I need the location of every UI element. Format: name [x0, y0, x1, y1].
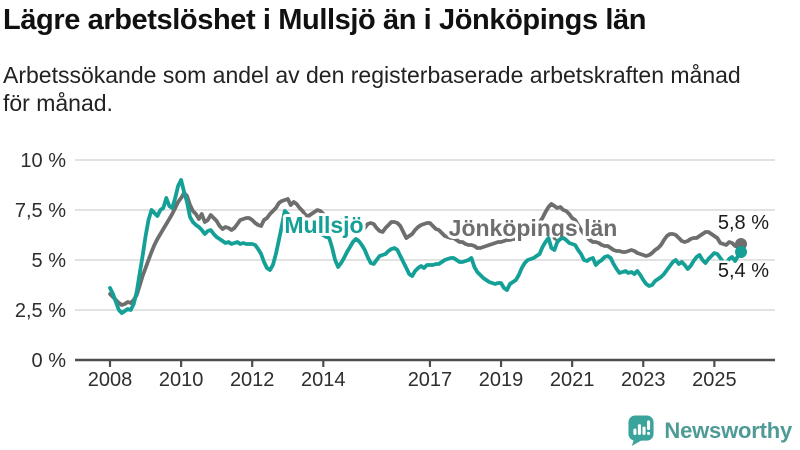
brand-name: Newsworthy — [664, 417, 792, 443]
y-tick-label: 10 % — [20, 150, 66, 172]
end-value-label-mullsjo: 5,4 % — [718, 260, 769, 282]
series-line-mullsjo — [108, 178, 743, 315]
x-tick-label: 2010 — [159, 369, 204, 391]
x-tick-label: 2025 — [692, 369, 737, 391]
y-tick-label: 7,5 % — [15, 200, 66, 222]
x-tick-label: 2012 — [230, 369, 275, 391]
y-tick-label: 5 % — [32, 250, 67, 272]
y-tick-label: 0 % — [32, 350, 67, 372]
series-label-jonkopings-lan: Jönköpings län — [449, 215, 618, 241]
series-line-jonkopings-lan — [108, 191, 743, 307]
x-tick-label: 2021 — [550, 369, 595, 391]
newsworthy-logo: Newsworthy — [627, 414, 792, 447]
end-value-label-jonkopings-lan: 5,8 % — [718, 212, 769, 234]
y-tick-label: 2,5 % — [15, 300, 66, 322]
x-tick-label: 2017 — [408, 369, 453, 391]
x-tick-label: 2023 — [621, 369, 666, 391]
series-end-dot-mullsjo — [735, 246, 748, 258]
x-tick-label: 2014 — [301, 369, 346, 391]
x-tick-label: 2008 — [88, 369, 133, 391]
x-tick-label: 2019 — [479, 369, 524, 391]
series-label-mullsjo: Mullsjö — [284, 212, 363, 238]
newsworthy-bubble-chart-icon — [628, 415, 654, 446]
subtitle-line-2: för månad. — [3, 90, 113, 116]
subtitle-line-1: Arbetssökande som andel av den registerb… — [3, 62, 741, 88]
chart-subtitle: Arbetssökande som andel av den registerb… — [3, 61, 793, 117]
page-title: Lägre arbetslöshet i Mullsjö än i Jönköp… — [3, 4, 647, 36]
